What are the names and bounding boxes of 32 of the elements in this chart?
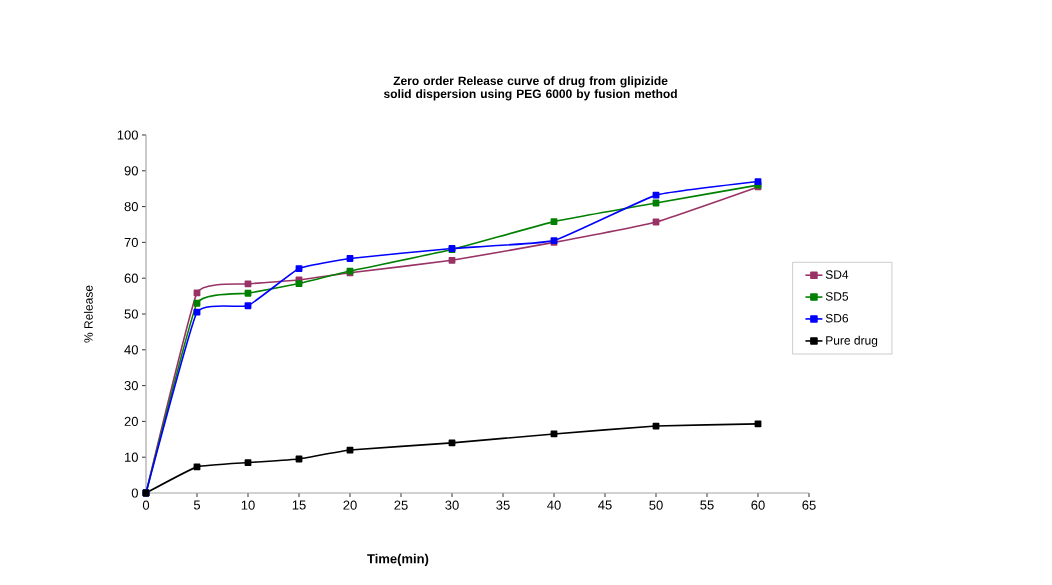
x-tick-label: 30 [445,500,459,510]
y-tick-label: 70 [124,237,138,247]
y-tick-label: 10 [125,452,138,462]
x-tick-label: 50 [649,500,663,510]
y-tick-label: 50 [124,309,138,319]
x-tick-label: 25 [394,500,408,510]
y-tick-label: 30 [124,381,138,391]
x-tick-label: 45 [598,500,612,510]
legend-label: SD5 [825,292,849,301]
x-axis-title: Time(min) [367,553,429,566]
legend-label: Pure drug [826,335,878,348]
x-tick-label: 60 [751,500,765,510]
chart-title: Zero order Release curve of drug from glipizide solid dispersion using PEG 6000 by fusion method [383,76,677,101]
x-tick-label: 0 [142,500,150,510]
x-tick-label: 20 [343,500,357,510]
legend-label: SD4 [825,270,849,279]
y-tick-label: 0 [131,488,138,498]
x-tick-label: 5 [193,500,201,510]
x-tick-label: 55 [700,500,714,510]
x-tick-label: 15 [292,500,306,510]
y-tick-label: 40 [124,345,138,355]
x-tick-label: 35 [496,500,510,510]
x-tick-label: 10 [241,500,255,510]
legend-label: SD6 [825,314,849,323]
x-tick-label: 40 [547,500,561,510]
x-tick-label: 65 [802,500,816,510]
y-tick-label: 80 [124,201,138,212]
y-axis-title: % Release [83,285,93,343]
y-tick-label: 100 [117,130,138,140]
y-tick-label: 90 [124,166,138,176]
y-tick-label: 20 [124,416,138,426]
y-tick-label: 60 [124,273,138,283]
